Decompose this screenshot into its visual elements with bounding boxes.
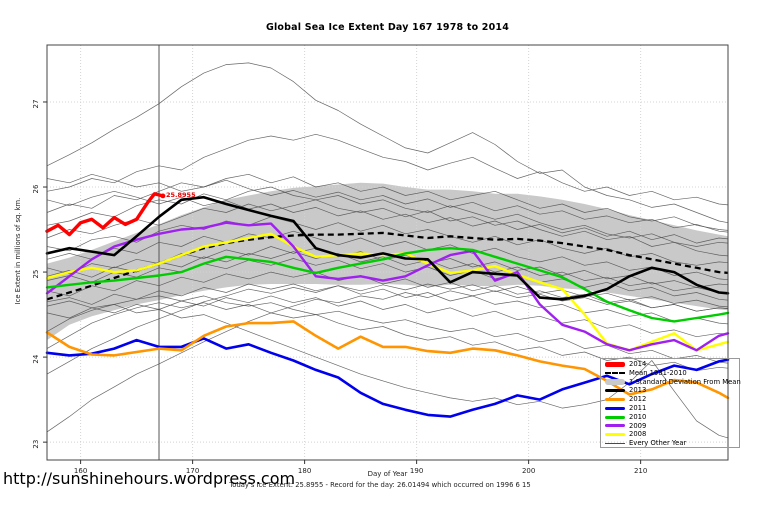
other-year-line xyxy=(46,271,729,312)
x-axis-label: Day of Year xyxy=(367,470,408,478)
x-tick-label: 200 xyxy=(522,467,535,475)
other-year-line xyxy=(46,173,729,233)
series-2009-line xyxy=(45,221,730,352)
other-year-line xyxy=(46,190,729,244)
other-year-line xyxy=(46,62,729,224)
legend-swatch-thick xyxy=(605,433,625,437)
legend-label: Mean 1981-2010 xyxy=(629,368,687,377)
other-year-line xyxy=(46,258,729,301)
legend-item: 1 Standard Deviation From Mean xyxy=(605,377,741,387)
legend-swatch-thick xyxy=(605,406,625,410)
other-year-line xyxy=(46,216,729,266)
legend-swatch-thick xyxy=(605,398,625,402)
legend-label: 2011 xyxy=(629,403,647,412)
legend-label: 2010 xyxy=(629,412,647,421)
y-tick-label: 26 xyxy=(32,184,40,193)
other-year-line xyxy=(46,283,729,325)
legend-item: 2013 xyxy=(605,386,739,395)
legend-swatch-thick-xl xyxy=(605,362,625,367)
legend-label: 2009 xyxy=(629,421,647,430)
other-year-line xyxy=(46,133,729,206)
chart-subtitle: Today's Ice Extent: 25.8955 - Record for… xyxy=(229,481,531,489)
legend-item: 2011 xyxy=(605,404,739,413)
series-2014-line xyxy=(45,192,165,237)
legend-item: 2008 xyxy=(605,430,739,439)
legend-item: 2010 xyxy=(605,413,739,422)
legend-item: 2012 xyxy=(605,395,739,404)
x-tick-label: 160 xyxy=(74,467,87,475)
legend-swatch-thick xyxy=(605,415,625,419)
legend-swatch-dashed xyxy=(605,372,625,375)
y-axis-label: Ice Extent in millions of sq. km. xyxy=(14,197,22,305)
legend-item: 2014 xyxy=(605,360,739,369)
source-url: http://sunshinehours.wordpress.com xyxy=(3,469,296,488)
legend-label: 2012 xyxy=(629,395,647,404)
x-tick-label: 210 xyxy=(634,467,647,475)
series-2011-line xyxy=(45,337,730,418)
legend-label: 2008 xyxy=(629,430,647,439)
series-2012-line xyxy=(45,320,730,400)
other-year-line xyxy=(46,199,729,257)
legend-label: 2014 xyxy=(629,360,647,368)
other-year-line xyxy=(46,302,729,372)
x-tick-label: 170 xyxy=(186,467,199,475)
other-year-line xyxy=(46,186,729,247)
series-2014-end-dot xyxy=(160,193,166,199)
y-tick-label: 25 xyxy=(32,270,40,279)
y-tick-label: 27 xyxy=(32,100,40,109)
legend-label: 2013 xyxy=(629,386,647,395)
other-year-line xyxy=(46,295,729,338)
legend-swatch-thick xyxy=(605,389,625,393)
series-2013-line xyxy=(45,195,730,301)
legend-label: Every Other Year xyxy=(629,439,687,448)
other-year-line xyxy=(46,283,729,375)
other-year-line xyxy=(46,173,729,231)
legend-item: 2009 xyxy=(605,422,739,431)
y-tick-label: 24 xyxy=(32,354,40,363)
other-year-line xyxy=(46,295,729,364)
legend-swatch-thick xyxy=(605,424,625,428)
legend-swatch-band xyxy=(605,378,625,385)
other-year-line xyxy=(46,290,729,433)
x-tick-label: 190 xyxy=(410,467,423,475)
plot-border xyxy=(46,44,729,461)
y-tick-label: 23 xyxy=(32,440,40,449)
current-value-annotation: 25.8955 xyxy=(166,191,196,199)
chart-title: Global Sea Ice Extent Day 167 1978 to 20… xyxy=(265,22,510,33)
legend-swatch-thin xyxy=(605,443,625,445)
x-tick-label: 180 xyxy=(298,467,311,475)
other-year-line xyxy=(46,300,729,439)
legend: 2014 Mean 1981-2010 1 Standard Deviation F… xyxy=(600,358,741,448)
legend-item: Every Other Year xyxy=(605,439,739,448)
legend-item: Mean 1981-2010 xyxy=(605,369,739,378)
std-dev-band xyxy=(47,182,728,341)
other-year-line xyxy=(46,230,729,281)
legend-label: 1 Standard Deviation From Mean xyxy=(629,377,741,386)
